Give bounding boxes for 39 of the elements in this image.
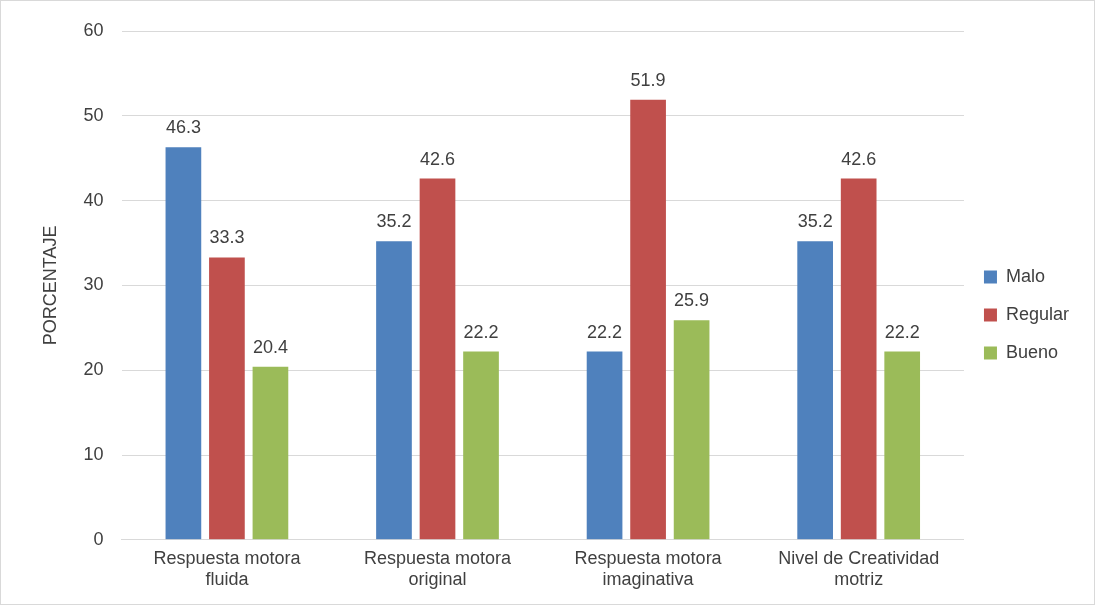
data-label: 22.2 xyxy=(884,321,920,342)
y-axis-title: PORCENTAJE xyxy=(39,225,60,346)
data-label: 22.2 xyxy=(463,321,499,342)
data-label: 42.6 xyxy=(419,148,456,169)
bar xyxy=(840,178,877,540)
legend-label: Bueno xyxy=(1005,341,1059,362)
y-tick-label: 60 xyxy=(83,19,104,40)
y-tick-label: 30 xyxy=(83,274,104,295)
x-tick-label: Respuesta motora fluida xyxy=(153,547,302,590)
x-tick-label: Respuesta motora imaginativa xyxy=(574,547,723,590)
y-tick-label: 10 xyxy=(83,443,104,464)
x-tick-label: Respuesta motora original xyxy=(363,547,513,590)
bar xyxy=(376,241,412,540)
data-label: 42.6 xyxy=(841,148,877,169)
data-label: 25.9 xyxy=(674,290,710,311)
data-label: 33.3 xyxy=(209,227,245,248)
bar xyxy=(419,178,456,540)
data-label: 20.4 xyxy=(252,336,288,357)
legend-label: Regular xyxy=(1005,303,1070,324)
bar xyxy=(252,366,289,540)
bar xyxy=(630,99,666,540)
data-label: 35.2 xyxy=(376,211,412,232)
y-tick-label: 50 xyxy=(83,104,104,125)
data-label: 51.9 xyxy=(630,69,666,90)
data-label: 22.2 xyxy=(587,321,623,342)
y-tick-label: 40 xyxy=(83,189,104,210)
bar xyxy=(209,257,245,540)
bar xyxy=(673,320,710,540)
bar xyxy=(463,351,499,540)
data-label: 46.3 xyxy=(165,117,201,138)
bar xyxy=(797,241,833,540)
bar xyxy=(586,351,623,540)
x-tick-label: Nivel de Creatividad motriz xyxy=(778,547,940,590)
data-label: 35.2 xyxy=(797,211,833,232)
bar xyxy=(884,351,921,540)
bar xyxy=(165,147,202,540)
y-tick-label: 20 xyxy=(83,359,104,380)
legend-label: Malo xyxy=(1005,265,1045,286)
y-tick-label: 0 xyxy=(93,528,104,549)
